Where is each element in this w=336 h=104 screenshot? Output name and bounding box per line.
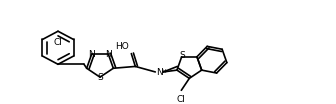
Text: Cl: Cl	[53, 38, 62, 47]
Text: S: S	[180, 51, 185, 60]
Text: Cl: Cl	[177, 95, 186, 104]
Text: N: N	[105, 50, 112, 59]
Text: HO: HO	[116, 42, 129, 51]
Text: S: S	[97, 73, 103, 82]
Text: H: H	[162, 69, 167, 74]
Text: N: N	[88, 50, 95, 59]
Text: N: N	[156, 68, 163, 77]
